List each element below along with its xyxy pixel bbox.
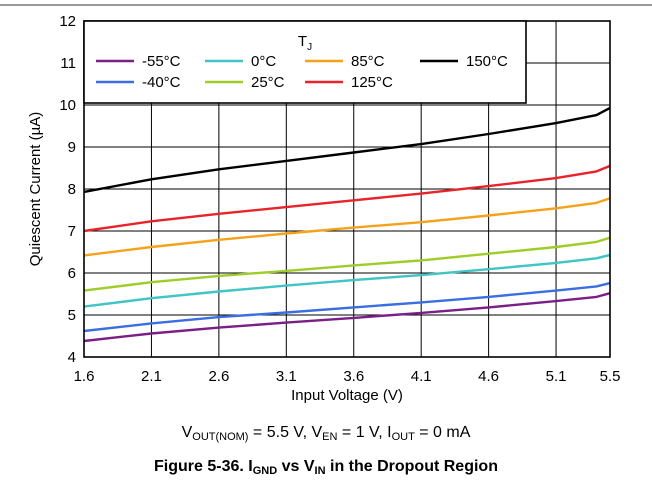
legend-items: -55°C -40°C 0°C 25°C 85°C 125°C 150°C [96, 53, 508, 91]
legend-title-main: T [298, 33, 307, 50]
legend-label: 150°C [466, 53, 508, 70]
x-tick-label: 4.6 [478, 368, 499, 385]
y-tick-label: 4 [68, 349, 76, 366]
caption-v-main: V [303, 458, 315, 475]
v-en-sub: EN [322, 431, 338, 443]
legend-label: -40°C [142, 74, 181, 91]
y-tick-label: 9 [68, 139, 76, 156]
y-axis-label: Quiescent Current (µA) [27, 112, 44, 267]
quiescent-current-chart: 1.6 2.1 2.6 3.1 3.6 4.1 4.6 5.1 5.5 4 5 6 7 8 9 10 11 12… [27, 13, 621, 404]
x-tick-label: 5.5 [600, 368, 621, 385]
x-tick-label: 5.1 [546, 368, 567, 385]
i-out-main: I [387, 424, 392, 441]
caption-v-sub: IN [314, 465, 326, 477]
y-tick-labels: 4 5 6 7 8 9 10 11 12 [59, 13, 76, 366]
caption-suffix: in the Dropout Region [325, 458, 498, 475]
x-tick-label: 2.1 [141, 368, 162, 385]
legend-label: 25°C [251, 74, 285, 91]
series-line-125°C [83, 164, 611, 233]
series-line-150°C [83, 106, 611, 194]
caption-i-main: I [248, 458, 253, 475]
legend-label: 0°C [251, 53, 276, 70]
x-tick-label: 3.6 [343, 368, 364, 385]
v-out-sub: OUT(NOM) [192, 431, 249, 443]
legend-title-sub: J [307, 42, 312, 53]
series-line--55°C [83, 292, 611, 343]
y-tick-label: 6 [68, 265, 76, 282]
x-tick-label: 2.6 [208, 368, 229, 385]
legend-label: 85°C [351, 53, 385, 70]
figure-caption: Figure 5-36. IGND vs VIN in the Dropout … [0, 458, 652, 477]
x-tick-label: 1.6 [74, 368, 95, 385]
series-line-85°C [83, 197, 611, 257]
series-lines [83, 106, 611, 343]
v-out-value: = 5.5 V, [248, 424, 312, 441]
legend: TJ -55°C -40°C 0°C 25°C 85°C 125°C 150°C [83, 20, 527, 104]
v-en-main: V [311, 424, 323, 441]
y-tick-label: 10 [59, 97, 76, 114]
legend-title: TJ [298, 33, 312, 53]
x-tick-labels: 1.6 2.1 2.6 3.1 3.6 4.1 4.6 5.1 5.5 [74, 368, 621, 385]
i-out-value: = 0 mA [414, 424, 471, 441]
i-out-sub: OUT [391, 431, 415, 443]
top-rule [0, 4, 652, 6]
v-en-value: = 1 V, [337, 424, 388, 441]
series-line--40°C [83, 281, 611, 333]
v-out-main: V [181, 424, 193, 441]
series-line-25°C [83, 236, 611, 292]
y-tick-label: 11 [60, 55, 76, 72]
x-axis-label: Input Voltage (V) [291, 387, 403, 404]
series-line-0°C [83, 253, 611, 308]
caption-i-sub: GND [252, 465, 278, 477]
y-tick-label: 12 [59, 13, 76, 30]
caption-prefix: Figure 5-36. [154, 458, 249, 475]
y-tick-label: 7 [68, 223, 76, 240]
x-tick-label: 4.1 [411, 368, 432, 385]
legend-label: 125°C [351, 74, 393, 91]
caption-middle: vs [277, 458, 304, 475]
legend-label: -55°C [142, 53, 181, 70]
x-tick-label: 3.1 [276, 368, 297, 385]
test-conditions: VOUT(NOM) = 5.5 V, VEN = 1 V, IOUT = 0 m… [0, 424, 652, 443]
y-tick-label: 8 [68, 181, 76, 198]
y-tick-label: 5 [68, 307, 76, 324]
